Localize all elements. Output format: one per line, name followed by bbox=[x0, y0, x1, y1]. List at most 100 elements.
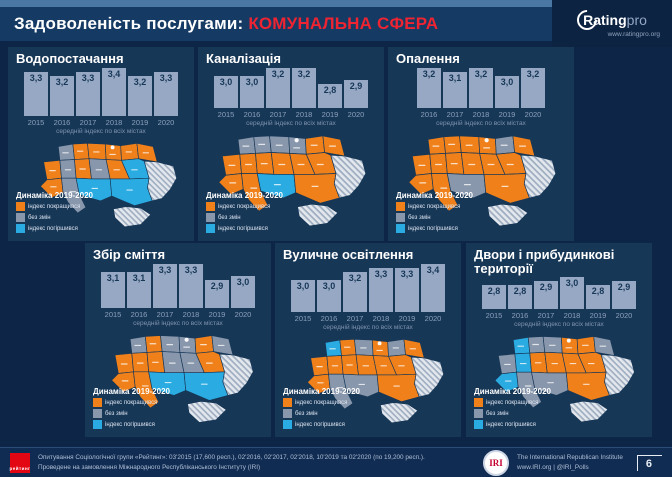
year-label: 2015 bbox=[104, 309, 122, 319]
map-region-crimea bbox=[113, 205, 152, 227]
page-title-highlight: КОМУНАЛЬНА СФЕРА bbox=[248, 14, 439, 33]
legend-label: без змін bbox=[408, 214, 431, 221]
bar: 3,3 bbox=[153, 263, 177, 308]
kyiv-city-marker-icon bbox=[566, 338, 571, 343]
region-label-mark bbox=[504, 380, 512, 382]
year-label: 2019 bbox=[208, 309, 226, 319]
ratingpro-brand: Rating pro bbox=[572, 5, 647, 34]
map-region-crimea bbox=[380, 401, 419, 423]
legend-item-improved: індекс покращився bbox=[474, 398, 551, 407]
panel-heating: Опалення 3,2 2016 3,1 2017 3,2 2018 3,0 2019 3,2 2… bbox=[388, 47, 574, 241]
bar: 3,1 bbox=[101, 271, 125, 308]
map-region-volyn bbox=[57, 143, 75, 161]
panel-title: Каналізація bbox=[206, 51, 281, 66]
ukraine-map: Динаміка 2019-2020 індекс покращився без з… bbox=[91, 328, 265, 433]
rating-group-logo: рейтинг bbox=[9, 452, 30, 473]
bar: 3,4 bbox=[102, 67, 126, 116]
bar-column: 3,1 2017 bbox=[443, 71, 467, 119]
map-region-zhytomyr bbox=[459, 135, 481, 154]
year-label: 2017 bbox=[346, 313, 364, 323]
bar-value-label: 3,4 bbox=[107, 68, 121, 79]
source-line-1: Опитування Соціологічної групи «Рейтинг»… bbox=[38, 453, 425, 461]
bar-value-label: 3,3 bbox=[29, 72, 43, 83]
bar-column: 2,8 2015 bbox=[482, 285, 506, 320]
bars: 3,1 2015 3,1 2016 3,3 2017 3,3 2018 2,9 2019 3,0 20… bbox=[91, 263, 265, 319]
year-label: 2020 bbox=[157, 117, 175, 127]
bar-column: 2,8 2019 bbox=[586, 285, 610, 320]
bar-column: 3,2 2017 bbox=[266, 67, 290, 119]
region-label-mark bbox=[524, 385, 532, 387]
map-region-zhytomyr bbox=[160, 334, 181, 353]
map-region-crimea bbox=[297, 203, 339, 226]
region-label-mark bbox=[242, 145, 250, 147]
bar: 2,9 bbox=[534, 281, 558, 310]
region-label-mark bbox=[228, 164, 236, 166]
legend-swatch-icon bbox=[396, 224, 405, 233]
ukraine-map-svg bbox=[218, 135, 367, 226]
year-label: 2015 bbox=[217, 109, 235, 119]
year-label: 2019 bbox=[321, 109, 339, 119]
region-label-mark bbox=[260, 162, 268, 164]
bar-column: 3,0 2020 bbox=[231, 275, 255, 319]
bar-value-label: 3,0 bbox=[245, 76, 259, 87]
legend-swatch-icon bbox=[206, 213, 215, 222]
region-label-mark bbox=[409, 347, 417, 349]
map-region-east bbox=[410, 356, 444, 397]
bar-value-label: 3,3 bbox=[81, 72, 95, 83]
ukraine-map: Динаміка 2019-2020 індекс покращився без з… bbox=[204, 128, 378, 237]
bar: 3,2 bbox=[469, 67, 493, 108]
bar-column: 3,2 2019 bbox=[128, 75, 152, 127]
bar: 3,3 bbox=[179, 263, 203, 308]
bar-column: 3,2 2020 bbox=[521, 67, 545, 119]
year-label: 2018 bbox=[295, 109, 313, 119]
kyiv-city-marker-icon bbox=[377, 341, 382, 345]
panel-water-supply: Водопостачання 3,3 2015 3,2 2016 3,3 2017 3,4 20… bbox=[8, 47, 194, 241]
page-number: 6 bbox=[636, 454, 662, 471]
ukraine-map-svg bbox=[39, 142, 177, 227]
map-region-dnipro bbox=[293, 172, 340, 204]
bar-value-label: 2,9 bbox=[349, 80, 363, 91]
bar-value-label: 3,3 bbox=[158, 264, 172, 275]
region-label-mark bbox=[448, 143, 456, 145]
legend-item-same: без змін bbox=[16, 213, 93, 222]
bar: 2,9 bbox=[344, 79, 368, 108]
region-label-mark bbox=[465, 144, 473, 146]
bar-value-label: 3,2 bbox=[271, 68, 285, 79]
legend-item-worse: індекс погіршився bbox=[16, 224, 93, 233]
chart-caption: середній індекс по всіх містах bbox=[56, 127, 146, 135]
legend-label: індекс покращився bbox=[408, 203, 461, 210]
region-label-mark bbox=[419, 181, 427, 184]
region-label-mark bbox=[346, 364, 353, 366]
map-region-zhytomyr bbox=[354, 338, 374, 356]
map-region-dnipro bbox=[376, 373, 420, 402]
year-label: 2020 bbox=[234, 309, 252, 319]
region-label-mark bbox=[125, 151, 133, 153]
year-label: 2019 bbox=[131, 117, 149, 127]
legend-label: індекс покращився bbox=[486, 399, 539, 406]
bar-value-label: 3,2 bbox=[348, 272, 362, 283]
map-region-crimea bbox=[487, 203, 529, 226]
bar: 2,8 bbox=[586, 285, 610, 310]
legend-label: індекс погіршився bbox=[28, 225, 78, 232]
region-label-mark bbox=[440, 187, 448, 189]
bars: 3,3 2015 3,2 2016 3,3 2017 3,4 2018 3,2 2019 3,3 20… bbox=[14, 67, 188, 127]
bar-column: 3,3 2018 bbox=[369, 267, 393, 323]
region-label-mark bbox=[380, 364, 387, 367]
bar-value-label: 2,8 bbox=[591, 286, 605, 297]
region-label-mark bbox=[582, 345, 589, 347]
year-label: 2017 bbox=[156, 309, 174, 319]
bar: 3,2 bbox=[266, 67, 290, 108]
map-region-carpathia bbox=[494, 372, 519, 393]
legend-label: індекс погіршився bbox=[218, 225, 268, 232]
region-label-mark bbox=[398, 364, 405, 367]
legend-swatch-icon bbox=[206, 202, 215, 211]
region-label-mark bbox=[136, 362, 144, 364]
bar-value-label: 3,1 bbox=[106, 272, 120, 283]
bar-column: 3,3 2018 bbox=[179, 263, 203, 319]
region-label-mark bbox=[217, 344, 225, 346]
map-region-volyn bbox=[427, 135, 446, 155]
legend-swatch-icon bbox=[283, 398, 292, 407]
legend-item-worse: індекс погіршився bbox=[283, 420, 360, 429]
page-title-prefix: Задоволеність послугами: bbox=[14, 14, 249, 33]
ukraine-map-svg bbox=[408, 135, 557, 226]
